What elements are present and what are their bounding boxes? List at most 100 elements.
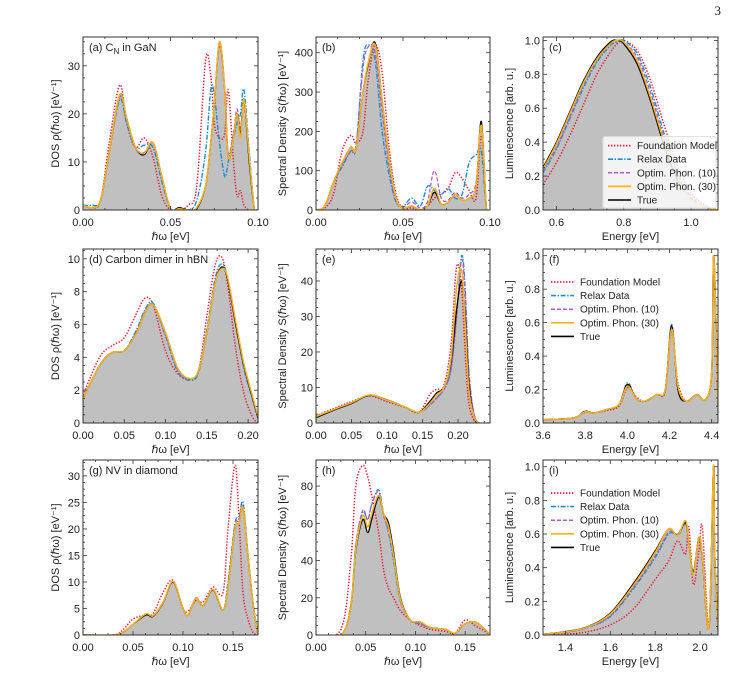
- y-tick-label: 30: [301, 311, 313, 323]
- panel-label-text: (a) C: [89, 42, 114, 54]
- x-axis-label: Energy [eV]: [602, 231, 659, 243]
- y-tick-label: 300: [295, 87, 313, 99]
- panel-label-text: (f): [549, 254, 559, 266]
- x-tick-label: 3.6: [535, 430, 550, 442]
- panel-i: 1.4 1.6 1.8 2.0 0.0 0.2 0.4 0.6 0.8 1.0 Energy [eV…: [504, 459, 719, 668]
- plot-area: [543, 254, 718, 423]
- y-axis-label: DOS ρ(ℏω) [eV⁻¹]: [50, 503, 62, 591]
- y-tick-label: 4: [74, 352, 80, 364]
- x-tick-label: 0.10: [172, 642, 193, 654]
- panel-label-text: (i): [549, 465, 559, 477]
- series-line-relax-data: [316, 44, 490, 210]
- y-tick-label: 400: [295, 48, 313, 60]
- y-tick-label: 20: [301, 347, 313, 359]
- x-tick-label: 0.20: [237, 430, 258, 442]
- true-fill-area: [316, 280, 490, 423]
- x-tick-label: 1.8: [648, 642, 663, 654]
- panel-label: (h): [322, 465, 335, 477]
- panel-label: (f): [549, 254, 559, 266]
- x-tick-label: 0.15: [222, 642, 243, 654]
- x-tick-label: 4.4: [704, 430, 719, 442]
- x-tick-label: 0.00: [305, 642, 326, 654]
- x-tick-label: 0.00: [305, 217, 326, 229]
- x-tick-label: 0.10: [155, 430, 176, 442]
- y-tick-label: 20: [301, 593, 313, 605]
- x-tick-label: 0.05: [392, 217, 413, 229]
- y-axis-label: Luminescence [arb. u.]: [504, 492, 516, 603]
- x-tick-label: 0.05: [122, 642, 143, 654]
- legend-entry: Relax Data: [580, 502, 630, 513]
- x-tick-label: 0.6: [549, 217, 564, 229]
- series-line-relax-data: [83, 84, 258, 210]
- true-fill-area: [543, 255, 718, 423]
- y-tick-label: 1.0: [525, 35, 540, 47]
- x-tick-label: 0.15: [454, 642, 475, 654]
- true-fill-area: [316, 497, 490, 635]
- panel-label-text: (e): [322, 254, 335, 266]
- y-axis-label: DOS ρ(ℏω) [eV⁻¹]: [50, 79, 62, 167]
- panel-a: 0.00 0.05 0.10 0 10 20 30 ℏω [eV] DOS ρ(ℏω) [eV⁻…: [50, 36, 269, 243]
- legend-box: [602, 136, 717, 209]
- panel-b: 0.00 0.05 0.10 0 100 200 300 400 ℏω [eV] Spectral…: [277, 36, 501, 243]
- y-axis-label: Spectral Density S(ℏω) [eV⁻¹]: [277, 475, 289, 620]
- y-tick-label: 8: [74, 287, 80, 299]
- y-tick-label: 0.8: [525, 69, 540, 81]
- legend-entry: True: [637, 196, 658, 207]
- legend: Foundation Model Relax Data Optim. Phon. (…: [551, 489, 660, 554]
- panel-label: (b): [322, 42, 335, 54]
- true-fill-area: [543, 465, 718, 635]
- legend-entry: Optim. Phon. (30): [637, 182, 716, 193]
- x-tick-label: 0.15: [412, 430, 433, 442]
- y-tick-label: 200: [295, 126, 313, 138]
- legend-entry: Optim. Phon. (30): [580, 318, 659, 329]
- legend-entry: Optim. Phon. (10): [580, 516, 659, 527]
- x-tick-label: 1.0: [683, 217, 698, 229]
- x-tick-label: 1.4: [558, 642, 573, 654]
- legend-entry: Foundation Model: [580, 489, 660, 500]
- panel-label: (a) CN in GaN: [89, 42, 157, 56]
- legend-entry: True: [580, 332, 601, 343]
- true-fill-area: [83, 41, 258, 210]
- y-tick-label: 0.0: [525, 418, 540, 430]
- y-axis-label: DOS ρ(ℏω) [eV⁻¹]: [50, 292, 62, 380]
- x-axis-label: ℏω [eV]: [384, 444, 422, 456]
- y-tick-label: 1.0: [525, 462, 540, 474]
- series-line-optim-phon-10-: [316, 43, 490, 210]
- plot-area: [83, 41, 258, 210]
- x-axis-label: Energy [eV]: [602, 656, 659, 668]
- y-tick-label: 0.2: [525, 171, 540, 183]
- x-tick-label: 0.05: [160, 217, 181, 229]
- series-line-optim-phon-30-: [316, 267, 490, 423]
- y-tick-label: 6: [74, 320, 80, 332]
- x-axis-label: Energy [eV]: [602, 444, 659, 456]
- y-tick-label: 0.6: [525, 529, 540, 541]
- plot-area: [316, 254, 490, 423]
- plot-area: [83, 464, 258, 635]
- y-tick-label: 0.0: [525, 205, 540, 217]
- panel-label: (g) NV in diamond: [89, 465, 178, 477]
- y-tick-label: 0.8: [525, 284, 540, 296]
- series-line-relax-data: [316, 254, 490, 423]
- legend-entry: Relax Data: [580, 291, 630, 302]
- x-tick-label: 0.10: [376, 430, 397, 442]
- x-tick-label: 0.15: [196, 430, 217, 442]
- y-tick-label: 20: [68, 109, 80, 121]
- series-line-foundation-model: [316, 44, 490, 210]
- legend-entry: Foundation Model: [637, 141, 717, 152]
- y-tick-label: 0.8: [525, 495, 540, 507]
- y-tick-label: 0.6: [525, 103, 540, 115]
- x-tick-label: 0.05: [114, 430, 135, 442]
- y-tick-label: 20: [68, 524, 80, 536]
- x-axis-label: ℏω [eV]: [384, 656, 422, 668]
- x-tick-label: 0.10: [247, 217, 268, 229]
- plot-area: [543, 464, 718, 635]
- x-tick-label: 2.0: [692, 642, 707, 654]
- panel-h: 0.00 0.05 0.10 0.15 0 20 40 60 80 ℏω [eV] Spectral…: [277, 459, 491, 668]
- series-line-relax-data: [543, 38, 718, 210]
- series-line-optim-phon-30-: [83, 41, 258, 210]
- y-tick-label: 0: [74, 630, 80, 642]
- page-number: 3: [714, 3, 722, 18]
- true-fill-area: [83, 506, 258, 635]
- y-axis-label: Spectral Density S(ℏω) [eV⁻¹]: [277, 51, 289, 196]
- legend: Foundation Model Relax Data Optim. Phon. (…: [551, 278, 660, 343]
